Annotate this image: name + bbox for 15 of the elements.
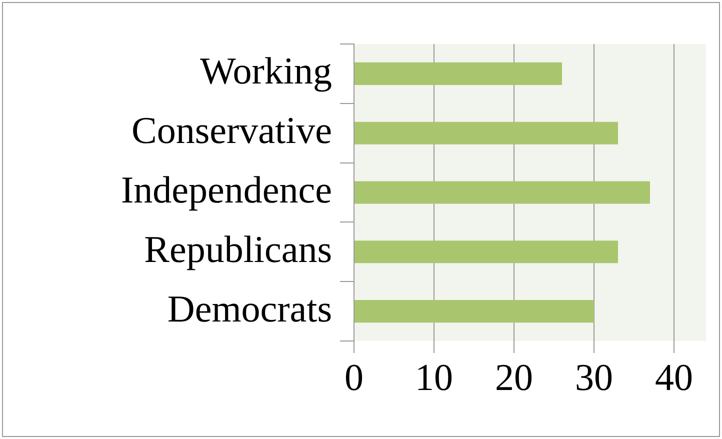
bar — [354, 62, 562, 85]
x-tick-label: 40 — [655, 356, 693, 399]
y-tick-label: Working — [200, 50, 332, 93]
y-tick-label: Conservative — [131, 110, 332, 152]
y-tick-label: Republicans — [144, 228, 332, 271]
x-tick-label: 0 — [344, 356, 364, 399]
bar — [354, 122, 618, 144]
y-tick-label: Independence — [121, 169, 332, 212]
x-tick-label: 10 — [415, 356, 453, 399]
bar — [354, 300, 594, 323]
x-tick-label: 20 — [495, 356, 533, 399]
bar — [354, 240, 618, 264]
bar — [354, 181, 650, 204]
y-tick-label: Democrats — [167, 288, 332, 330]
x-tick-label: 30 — [575, 356, 613, 399]
